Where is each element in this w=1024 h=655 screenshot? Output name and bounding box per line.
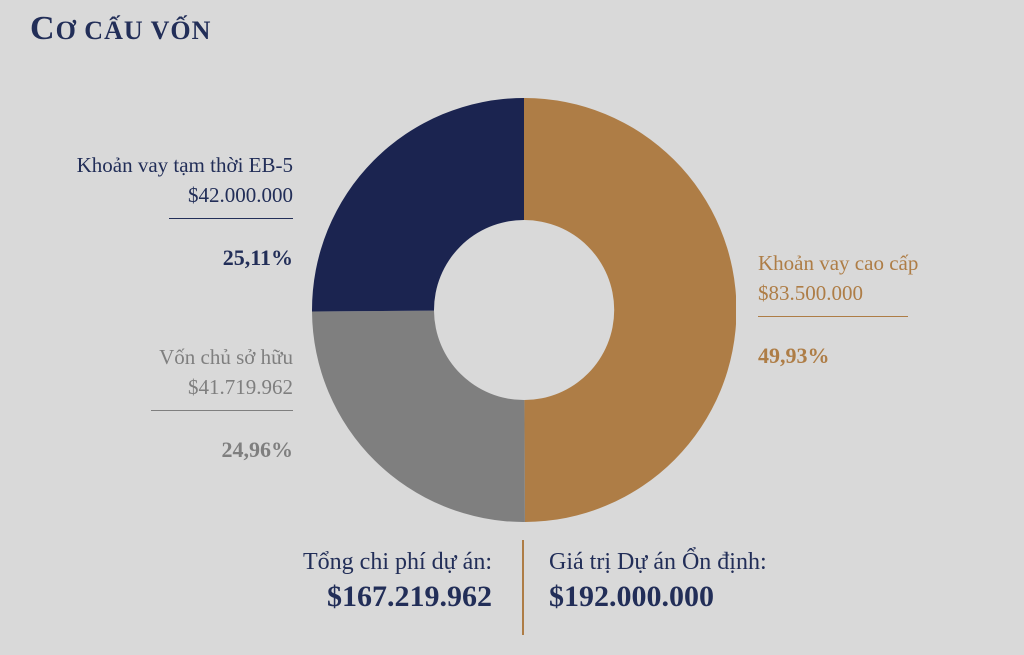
page-title: CƠ CẤU VỐN: [30, 10, 211, 48]
footer-divider: [522, 540, 524, 635]
donut-chart: [312, 97, 737, 523]
stabilized-project-value-label: Giá trị Dự án Ổn định:: [549, 549, 767, 575]
donut-slice-senior-loan: [524, 97, 737, 523]
donut-chart-svg: [312, 97, 737, 523]
segment-percent: 25,11%: [222, 245, 293, 270]
segment-percent: 24,96%: [221, 437, 294, 462]
total-project-cost: Tổng chi phí dự án: $167.219.962: [303, 547, 492, 615]
segment-percent: 49,93%: [758, 343, 830, 368]
segment-label: Khoản vay tạm thời EB-5: [76, 153, 293, 177]
stabilized-project-value: Giá trị Dự án Ổn định: $192.000.000: [549, 547, 767, 615]
donut-slice-equity: [312, 310, 525, 523]
total-project-cost-value: $167.219.962: [327, 580, 492, 613]
segment-amount: $42.000.000: [188, 183, 293, 207]
segment-callout-eb5-bridge-loan: Khoản vay tạm thời EB-5 $42.000.000 25,1…: [77, 150, 293, 271]
segment-underline: [151, 410, 293, 411]
page-title-lead: C: [30, 10, 56, 47]
segment-amount: $41.719.962: [188, 375, 293, 399]
segment-label: Khoản vay cao cấp: [758, 251, 919, 275]
donut-slice-eb5-bridge-loan: [312, 98, 524, 312]
segment-underline: [758, 316, 908, 317]
segment-underline: [169, 218, 293, 219]
total-project-cost-label: Tổng chi phí dự án:: [303, 549, 492, 575]
segment-amount: $83.500.000: [758, 281, 863, 305]
segment-callout-senior-loan: Khoản vay cao cấp $83.500.000 49,93%: [758, 248, 918, 369]
page-title-rest: Ơ CẤU VỐN: [55, 16, 212, 45]
stabilized-project-value-value: $192.000.000: [549, 580, 714, 613]
segment-label: Vốn chủ sở hữu: [159, 345, 293, 369]
segment-callout-equity: Vốn chủ sở hữu $41.719.962 24,96%: [151, 342, 293, 463]
